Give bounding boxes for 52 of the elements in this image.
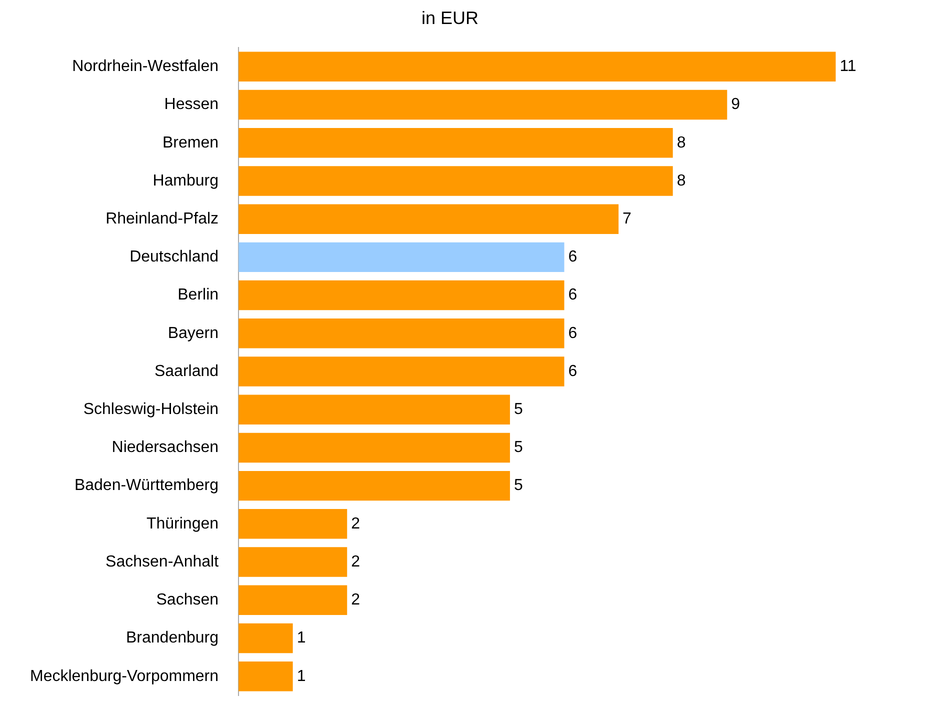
data-label: 5 <box>514 401 523 418</box>
bar <box>238 128 673 158</box>
y-tick-label: Thüringen <box>146 515 219 532</box>
y-tick-label: Berlin <box>178 286 219 304</box>
data-label: 1 <box>296 668 306 685</box>
y-tick-label: Bremen <box>162 134 219 152</box>
bar <box>238 242 564 272</box>
bar <box>238 661 293 692</box>
y-tick-label: Sachsen-Anhalt <box>106 553 220 570</box>
data-label: 2 <box>351 515 360 532</box>
data-label: 6 <box>568 362 578 380</box>
bar <box>238 623 293 654</box>
bar <box>238 90 728 120</box>
bar <box>238 585 348 615</box>
data-label: 6 <box>568 286 578 304</box>
data-label: 9 <box>731 96 740 114</box>
y-tick-label: Sachsen <box>156 592 219 609</box>
bar <box>238 470 510 501</box>
y-tick-label: Nordrhein-Westfalen <box>72 58 219 76</box>
bar <box>238 547 348 577</box>
data-label: 7 <box>622 210 632 228</box>
bar <box>238 166 673 196</box>
chart-title: in EUR <box>421 8 479 28</box>
data-label: 1 <box>296 630 306 647</box>
bar <box>238 318 564 348</box>
y-tick-label: Mecklenburg-Vorpommern <box>30 668 219 685</box>
y-tick-label: Niedersachsen <box>112 439 219 456</box>
bar <box>238 204 619 234</box>
y-tick-label: Brandenburg <box>126 630 219 647</box>
bar <box>238 280 564 310</box>
bar <box>238 356 564 386</box>
data-label: 5 <box>514 477 523 494</box>
data-label: 6 <box>568 248 578 266</box>
data-label: 6 <box>568 324 578 342</box>
bar <box>238 394 510 424</box>
y-tick-label: Hamburg <box>152 172 219 190</box>
bar <box>238 509 348 539</box>
y-tick-label: Hessen <box>164 96 219 114</box>
data-label: 11 <box>840 58 856 76</box>
y-tick-label: Schleswig-Holstein <box>83 401 219 418</box>
data-label: 2 <box>351 553 360 570</box>
y-tick-label: Saarland <box>154 362 219 380</box>
bar <box>238 52 836 82</box>
data-label: 5 <box>514 439 523 456</box>
y-tick-label: Rheinland-Pfalz <box>106 210 219 228</box>
bar <box>238 432 510 463</box>
data-label: 8 <box>676 134 686 152</box>
y-tick-label: Deutschland <box>130 248 219 266</box>
data-label: 8 <box>676 172 686 190</box>
y-tick-label: Baden-Württemberg <box>74 477 219 494</box>
data-label: 2 <box>351 592 360 609</box>
y-tick-label: Bayern <box>168 324 219 342</box>
